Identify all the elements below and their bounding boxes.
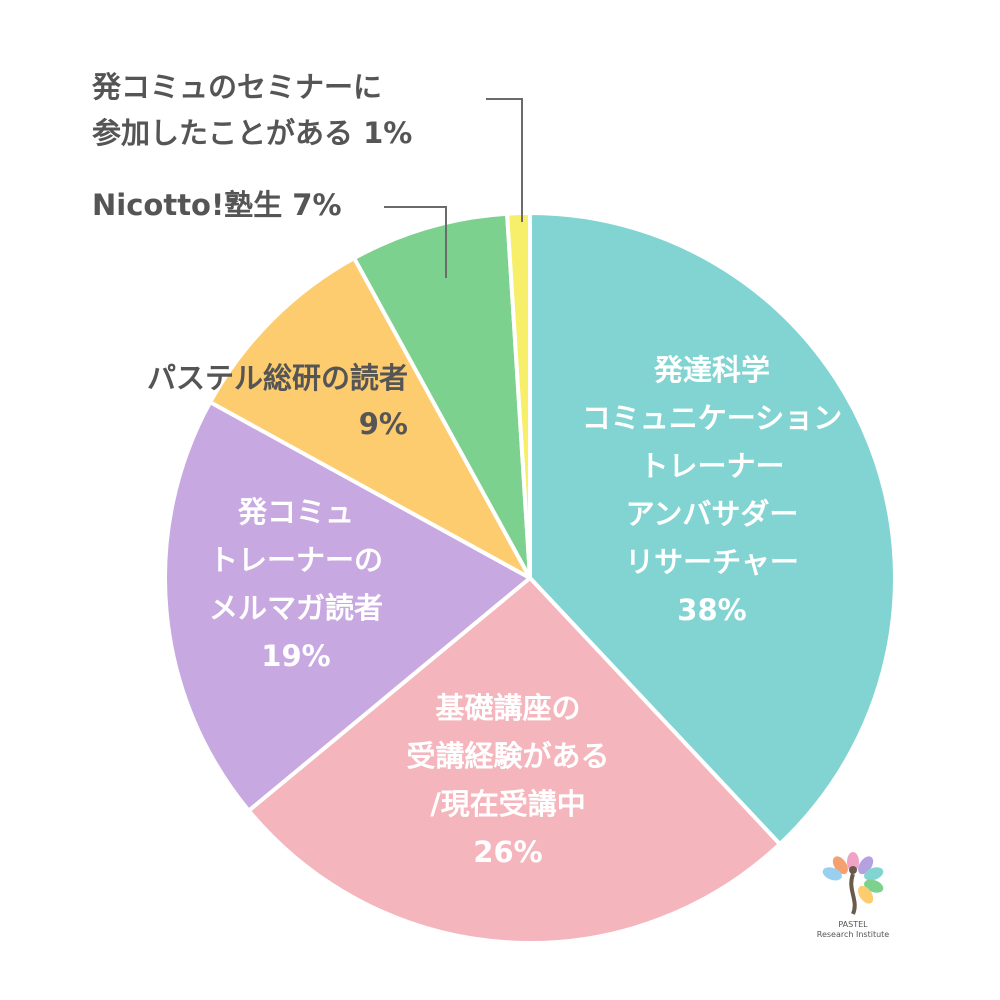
pie-slice-2 xyxy=(246,576,782,945)
slice-label-1: 発達科学コミュニケーショントレーナーアンバサダーリサーチャー 38% xyxy=(582,353,842,627)
slice-label-line: トレーナーの xyxy=(209,543,383,577)
slice-label-line: アンバサダー xyxy=(626,497,799,531)
slice-label-line: 参加したことがある 1% xyxy=(92,116,412,150)
logo-name: PASTEL xyxy=(838,920,868,929)
slice-label-line: メルマガ読者 xyxy=(209,591,383,625)
slice-label-line: /現在受講中 xyxy=(430,787,586,821)
pastel-logo: PASTEL Research Institute xyxy=(817,852,890,939)
slice-label-line: パステル総研の読者 xyxy=(147,361,408,395)
slice-label-line: トレーナー xyxy=(639,449,784,483)
slice-label-line: 9% xyxy=(359,407,408,441)
slice-label-line: 発達科学 xyxy=(653,353,770,387)
logo-trunk xyxy=(849,873,857,915)
pie-slice-6 xyxy=(505,211,532,580)
slice-label-2: 基礎講座の受講経験がある/現在受講中 26% xyxy=(406,691,609,869)
logo-subtitle: Research Institute xyxy=(817,930,890,939)
slice-label-line: 基礎講座の xyxy=(435,691,580,725)
logo-petal xyxy=(822,867,842,881)
pie-slices xyxy=(163,211,897,945)
slice-label-line: 受講経験がある xyxy=(406,739,609,773)
pie-slice-1 xyxy=(528,211,897,847)
pie-slice-3 xyxy=(163,400,532,813)
leader-line-6 xyxy=(486,98,523,222)
slice-labels: 発達科学コミュニケーショントレーナーアンバサダーリサーチャー 38% 基礎講座の受講… xyxy=(91,70,842,869)
logo-petal xyxy=(858,885,874,904)
logo-head xyxy=(849,866,857,874)
slice-label-4: パステル総研の読者 9% xyxy=(147,361,408,441)
slice-label-line: コミュニケーション xyxy=(582,401,842,435)
pie-slice-4 xyxy=(208,256,532,580)
leader-lines xyxy=(384,98,523,278)
slice-label-line: 19% xyxy=(261,639,330,673)
logo-petal xyxy=(864,867,884,881)
slice-label-line: 26% xyxy=(473,835,542,869)
slice-label-5: Nicotto!塾生 7% xyxy=(92,188,342,222)
logo-petals-icon xyxy=(822,852,884,915)
slice-label-6: 発コミュのセミナーに参加したことがある 1% xyxy=(91,70,412,150)
slice-label-line: 発コミュ xyxy=(237,495,354,529)
logo-petal xyxy=(847,852,859,872)
slice-label-line: 発コミュのセミナーに xyxy=(91,70,382,104)
slice-label-line: Nicotto!塾生 7% xyxy=(92,188,342,222)
slice-label-line: 38% xyxy=(677,593,746,627)
slice-label-3: 発コミュトレーナーのメルマガ読者 19% xyxy=(209,495,383,673)
leader-line-5 xyxy=(384,206,447,278)
pie-slice-5 xyxy=(352,211,532,580)
slice-label-line: リサーチャー xyxy=(625,545,799,579)
